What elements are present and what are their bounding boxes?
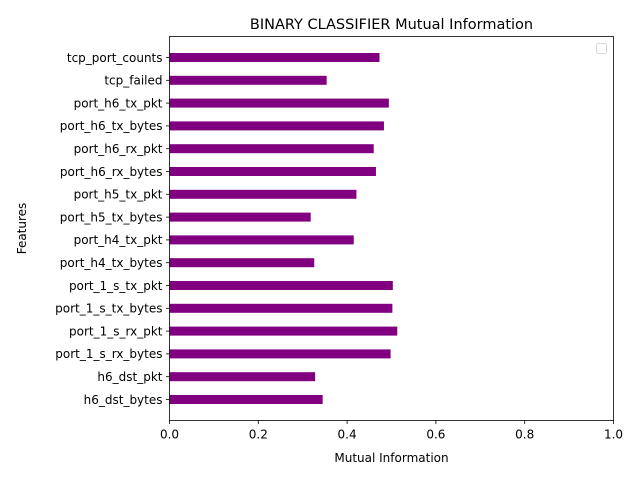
bar-port_h5_tx_pkt	[169, 189, 357, 199]
y-tick-label: port_1_s_rx_bytes	[55, 347, 162, 361]
y-tick-label: tcp_port_counts	[67, 51, 163, 65]
bar-port_1_s_rx_bytes	[169, 349, 391, 359]
x-tick-label: 0.6	[426, 428, 445, 442]
y-tick-label: port_h6_rx_bytes	[60, 165, 163, 179]
x-tick-label: 0.0	[160, 428, 179, 442]
y-tick-label: port_h6_tx_bytes	[60, 119, 163, 133]
y-tick-label: port_h4_tx_pkt	[74, 233, 163, 247]
bar-tcp_failed	[169, 75, 327, 85]
y-tick-label: port_h5_tx_bytes	[60, 210, 163, 224]
y-tick-label: port_1_s_tx_bytes	[55, 302, 162, 316]
bar-h6_dst_bytes	[169, 395, 323, 404]
bar-port_h6_tx_pkt	[169, 98, 389, 108]
bar-port_h6_rx_bytes	[169, 167, 376, 176]
y-tick-label: port_h6_rx_pkt	[74, 142, 163, 156]
y-ticks-group: h6_dst_bytes h6_dst_pkt port_1_s_rx_bytes p…	[55, 51, 170, 407]
y-tick-label: port_1_s_rx_pkt	[69, 324, 163, 338]
y-tick-label: tcp_failed	[104, 74, 162, 88]
x-tick-label: 0.2	[249, 428, 268, 442]
x-ticks-group: 0.0 0.2 0.4 0.6 0.8 1.0	[160, 420, 623, 442]
y-tick-label: h6_dst_bytes	[84, 393, 163, 407]
bar-port_h4_tx_bytes	[169, 258, 315, 268]
x-tick-label: 0.4	[338, 428, 357, 442]
bar-port_h6_rx_pkt	[169, 144, 374, 154]
chart-title: BINARY CLASSIFIER Mutual Information	[250, 17, 533, 33]
x-tick-label: 1.0	[604, 428, 623, 442]
bar-h6_dst_pkt	[169, 372, 316, 382]
bar-port_h6_tx_bytes	[169, 121, 384, 131]
y-tick-label: port_h6_tx_pkt	[74, 96, 163, 110]
bar-port_h5_tx_bytes	[169, 212, 311, 222]
bar-port_1_s_tx_bytes	[169, 303, 393, 313]
bars-group	[169, 53, 398, 404]
y-axis-label: Features	[15, 203, 29, 255]
y-tick-label: h6_dst_pkt	[97, 370, 162, 384]
bar-port_h4_tx_pkt	[169, 235, 354, 245]
y-tick-label: port_h4_tx_bytes	[60, 256, 163, 270]
bar-port_1_s_tx_pkt	[169, 281, 393, 290]
y-tick-label: port_h5_tx_pkt	[74, 188, 163, 202]
legend-box	[596, 43, 607, 54]
y-tick-label: port_1_s_tx_pkt	[69, 279, 163, 293]
x-axis-label: Mutual Information	[334, 451, 448, 465]
plot-frame	[169, 36, 614, 421]
x-tick-label: 0.8	[515, 428, 534, 442]
bar-tcp_port_counts	[169, 53, 380, 62]
bar-port_1_s_rx_pkt	[169, 326, 398, 336]
